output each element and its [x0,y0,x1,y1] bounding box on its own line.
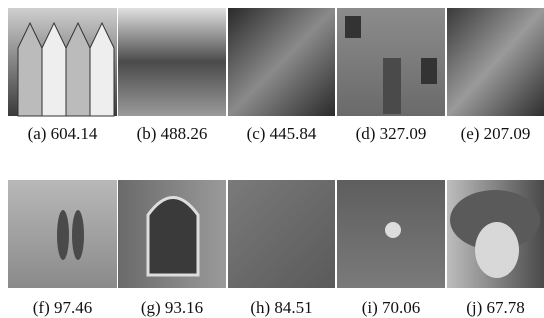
figure-panel: (b) 488.26 [118,8,226,143]
figure-panel: (f) 97.46 [8,180,117,317]
caption: (b) 488.26 [137,124,208,143]
figure-panel: (i) 70.06 [337,180,445,317]
figure-panel: (a) 604.14 [8,8,117,143]
person [57,210,69,260]
knob [385,222,401,238]
caption: (j) 67.78 [466,298,525,317]
door [383,58,401,114]
window [421,58,437,84]
photo [447,8,544,116]
figure-panel: (j) 67.78 [447,180,544,317]
caption: (e) 207.09 [461,124,531,143]
figure-panel: (e) 207.09 [447,8,544,143]
photo [118,8,226,116]
figure-panel: (d) 327.09 [337,8,445,143]
caption: (h) 84.51 [250,298,312,317]
caption: (d) 327.09 [356,124,427,143]
figure-panel: (g) 93.16 [118,180,226,317]
face [475,222,519,278]
caption: (i) 70.06 [362,298,421,317]
photo [228,8,335,116]
caption: (g) 93.16 [141,298,203,317]
figure-panel: (c) 445.84 [228,8,335,143]
caption: (f) 97.46 [33,298,92,317]
caption: (c) 445.84 [247,124,317,143]
window [345,16,361,38]
figure-panel: (h) 84.51 [228,180,335,317]
figure: (a) 604.14 (b) 488.26 (c) 445.84 (d) 327.09… [0,0,544,318]
caption: (a) 604.14 [28,124,98,143]
arched-window [148,198,198,276]
person [72,210,84,260]
photo [228,180,335,288]
